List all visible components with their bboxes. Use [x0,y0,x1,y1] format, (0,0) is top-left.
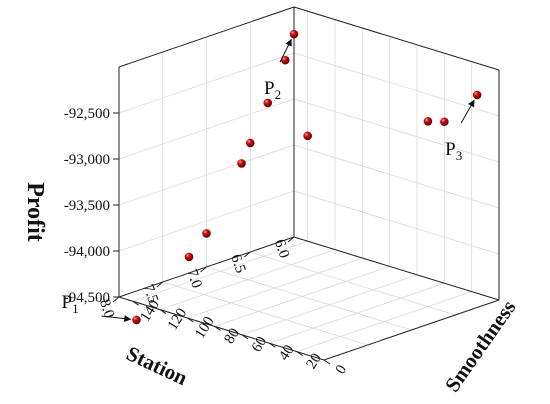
y-tick-mark [323,359,331,365]
data-points [132,29,482,325]
grid-line [187,257,363,319]
data-point [423,117,433,126]
y-tick-label: 20 [303,351,325,372]
grid-line [250,251,456,316]
x-tick-label: 6.0 [271,237,292,260]
y-tick-label: 60 [249,334,271,355]
y-tick-mark [241,334,249,340]
grid-line [118,52,295,114]
data-point [280,55,290,65]
x-tick-label: 6.5 [227,252,248,275]
grid-line [293,144,500,209]
data-point [202,229,211,238]
data-point [472,90,482,100]
axes [112,6,500,365]
y-tick-mark [159,309,167,315]
x-tick-mark [200,266,207,273]
y-tick-mark [214,325,221,331]
grid-line [241,274,418,336]
y-tick-label: 100 [192,314,217,342]
box-edge [323,299,500,361]
y-tick-mark [269,342,276,348]
annotation-label: P3 [445,139,462,163]
data-point [184,252,194,262]
y-tick-label: 140 [137,297,162,325]
x-tick-mark [243,251,251,258]
grid-line [269,282,445,344]
y-axis-title: Smoothness [440,296,521,397]
grid-line [214,266,390,327]
data-point [289,29,299,39]
x-tick-label: 7.0 [183,267,204,290]
grid-line [293,52,500,117]
y-tick-label: 0 [333,362,351,377]
data-point [237,159,246,168]
annotation-label: P2 [264,78,281,102]
grid-line [118,144,295,206]
data-point [303,131,312,141]
z-tick-label: -92,500 [64,106,110,122]
grid-line [118,98,295,160]
z-axis-title: Profit [22,182,48,242]
x-tick-mark [112,296,120,303]
y-tick-label: 120 [165,306,190,334]
x-tick-label: 8.0 [96,297,117,320]
grid-line [132,240,308,302]
x-tick-mark [156,281,164,288]
data-point [132,315,141,325]
data-point [245,138,255,148]
y-tick-label: 40 [276,342,298,363]
grid-line [293,190,500,255]
annotation-arrow [279,38,292,63]
annotation-arrow [460,99,475,124]
z-tick-label: -93,500 [64,198,110,214]
z-tick-label: -93,000 [64,152,110,168]
grid-line [296,291,472,352]
box-edge [293,236,500,301]
y-tick-label: 80 [221,326,243,347]
y-tick-mark [187,317,194,323]
x-axis-title: Station [123,341,192,390]
box-edge [118,296,325,361]
grid-line [293,98,500,163]
y-tick-mark [132,300,139,306]
annotation-arrow [101,315,132,323]
box-edge [118,6,295,68]
grid-line [159,249,336,310]
data-point [263,98,273,108]
grid-line [118,190,295,252]
x-tick-mark [287,236,295,243]
grid-line [162,281,368,346]
grid-line [206,266,412,331]
z-tick-label: -94,000 [64,244,110,260]
box-edge [293,6,500,71]
y-tick-mark [296,351,303,357]
data-point [440,117,449,127]
x-tick-label: 7.5 [140,282,161,305]
z-tick-label: -94,500 [64,290,110,306]
